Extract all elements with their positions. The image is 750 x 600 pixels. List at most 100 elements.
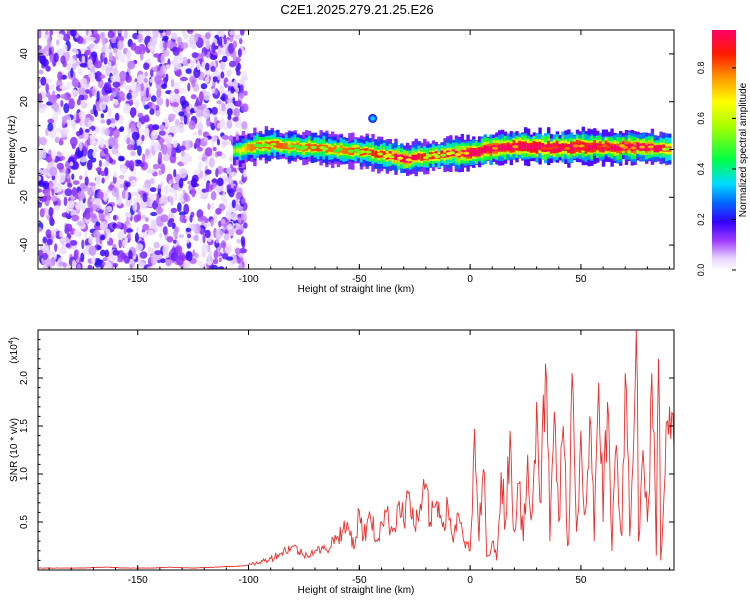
noise-speckle (46, 233, 52, 239)
noise-speckle (114, 85, 120, 94)
x-tick-label: 0 (467, 575, 473, 586)
noise-speckle (125, 211, 132, 219)
noise-speckle (201, 188, 208, 193)
noise-speckle (46, 238, 53, 246)
noise-speckle (56, 162, 64, 170)
noise-speckle (154, 254, 162, 261)
noise-speckle (158, 151, 163, 162)
noise-speckle (72, 63, 77, 70)
colorbar-gradient (712, 30, 736, 270)
noise-speckle (156, 97, 164, 106)
ridge-peak (359, 150, 366, 154)
noise-speckle (176, 36, 183, 43)
noise-speckle (45, 83, 49, 94)
ridge-cell (526, 144, 531, 151)
noise-speckle (94, 197, 102, 207)
ridge-peak (546, 146, 553, 151)
noise-speckle (152, 163, 160, 170)
ridge-cell (627, 143, 632, 149)
noise-speckle (198, 161, 203, 168)
ridge-cell (518, 142, 522, 150)
noise-speckle (47, 118, 54, 124)
noise-speckle (239, 92, 244, 99)
noise-speckle (72, 180, 80, 186)
noise-speckle (165, 64, 171, 69)
noise-speckle (116, 35, 124, 43)
noise-speckle (38, 226, 42, 233)
noise-speckle (223, 37, 227, 45)
spectrogram-x-label: Height of straight line (km) (298, 284, 415, 295)
ridge-cell (587, 144, 591, 151)
noise-speckle (178, 178, 184, 189)
ridge-cell (593, 143, 597, 149)
noise-speckle (47, 251, 55, 256)
noise-speckle (87, 188, 91, 196)
ridge-cell (276, 140, 280, 149)
ridge-cell (247, 144, 251, 151)
noise-speckle (220, 30, 225, 38)
ridge-cell (250, 143, 254, 152)
noise-speckle (191, 52, 199, 59)
noise-speckle (136, 192, 141, 202)
noise-speckle (65, 237, 69, 244)
noise-speckle (76, 98, 81, 106)
noise-speckle (88, 182, 96, 187)
noise-speckle (134, 232, 139, 243)
noise-speckle (131, 191, 138, 197)
noise-speckle (180, 114, 184, 123)
noise-speckle (90, 109, 94, 115)
noise-speckle (62, 60, 67, 68)
noise-speckle (206, 117, 211, 127)
ridge-cell (521, 142, 525, 151)
noise-speckle (102, 161, 110, 168)
noise-speckle (234, 247, 241, 255)
noise-speckle (207, 253, 211, 264)
snr-frame (37, 329, 675, 571)
noise-speckle (168, 218, 175, 223)
noise-speckle (242, 90, 248, 96)
noise-speckle (143, 127, 150, 135)
noise-speckle (42, 236, 48, 244)
noise-speckle (81, 239, 85, 250)
noise-speckle (238, 248, 247, 254)
noise-speckle (188, 34, 196, 45)
noise-speckle (173, 169, 177, 178)
noise-speckle (73, 161, 79, 170)
noise-speckle (221, 253, 229, 260)
noise-speckle (140, 231, 148, 238)
noise-speckle (145, 148, 150, 156)
noise-speckle (45, 245, 49, 256)
x-tick-label: -100 (239, 274, 259, 285)
ridge-cell (616, 145, 620, 151)
noise-speckle (224, 94, 229, 105)
noise-speckle (210, 191, 217, 201)
noise-speckle (69, 30, 77, 37)
noise-speckle (210, 218, 214, 227)
noise-speckle (214, 89, 218, 96)
noise-speckle (218, 102, 222, 113)
noise-speckle (199, 263, 204, 269)
noise-speckle (77, 68, 83, 75)
noise-speckle (108, 52, 113, 61)
ridge-cell (477, 148, 482, 156)
noise-speckle (70, 67, 74, 78)
noise-speckle (41, 149, 47, 159)
noise-speckle (102, 257, 108, 262)
ridge-cell (244, 145, 248, 152)
noise-speckle (157, 202, 162, 213)
noise-speckle (104, 208, 109, 216)
noise-speckle (243, 169, 247, 178)
noise-speckle (103, 57, 108, 65)
noise-speckle (106, 232, 110, 242)
noise-speckle (47, 122, 54, 132)
noise-speckle (66, 82, 72, 90)
noise-speckle (226, 98, 233, 103)
noise-speckle (170, 196, 174, 206)
noise-speckle (79, 141, 83, 152)
noise-speckle (140, 81, 144, 92)
noise-speckle (99, 137, 105, 148)
noise-speckle (197, 129, 202, 136)
ridge-cell (506, 143, 511, 151)
noise-speckle (99, 64, 108, 71)
ridge-cell (238, 148, 243, 155)
